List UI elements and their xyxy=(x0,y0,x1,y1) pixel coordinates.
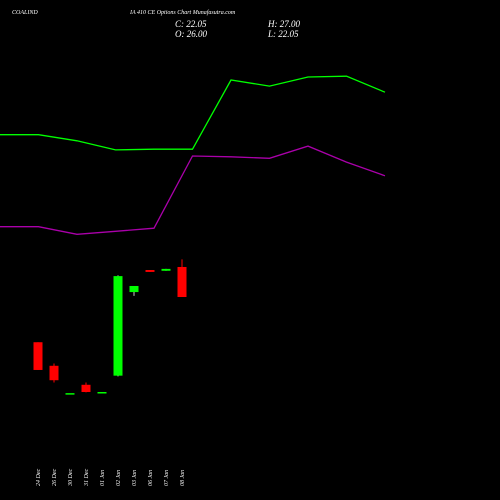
indicator-line xyxy=(0,75,386,151)
candle-body xyxy=(97,392,107,394)
x-tick-label: 02 Jan xyxy=(116,470,122,486)
candle-body xyxy=(81,384,91,393)
candle-body xyxy=(65,393,75,395)
x-tick-label: 06 Jan xyxy=(148,470,154,486)
candle-body xyxy=(145,270,155,272)
chart-title: COALIND xyxy=(12,10,38,16)
candle-body xyxy=(161,268,171,271)
indicator-line xyxy=(0,145,386,235)
candle-body xyxy=(49,365,59,381)
low-label: L: 22.05 xyxy=(267,29,299,39)
x-tick-label: 08 Jan xyxy=(180,470,186,486)
close-label: C: 22.05 xyxy=(175,19,207,29)
x-tick-label: 26 Dec xyxy=(52,469,58,486)
x-tick-label: 24 Dec xyxy=(35,469,42,486)
candle-body xyxy=(177,266,187,298)
x-tick-label: 07 Jan xyxy=(164,470,170,486)
high-label: H: 27.00 xyxy=(267,19,300,29)
chart-subtitle: IA 410 CE Options Chart Munafasutra.com xyxy=(129,9,236,16)
candle-body xyxy=(33,342,43,370)
open-label: O: 26.00 xyxy=(175,29,207,39)
x-tick-label: 01 Jan xyxy=(100,470,106,486)
candle-body xyxy=(129,285,139,293)
candle-body xyxy=(113,276,123,376)
x-tick-label: 03 Jan xyxy=(132,470,138,486)
x-tick-label: 31 Dec xyxy=(84,469,90,487)
x-tick-label: 30 Dec xyxy=(68,469,74,487)
